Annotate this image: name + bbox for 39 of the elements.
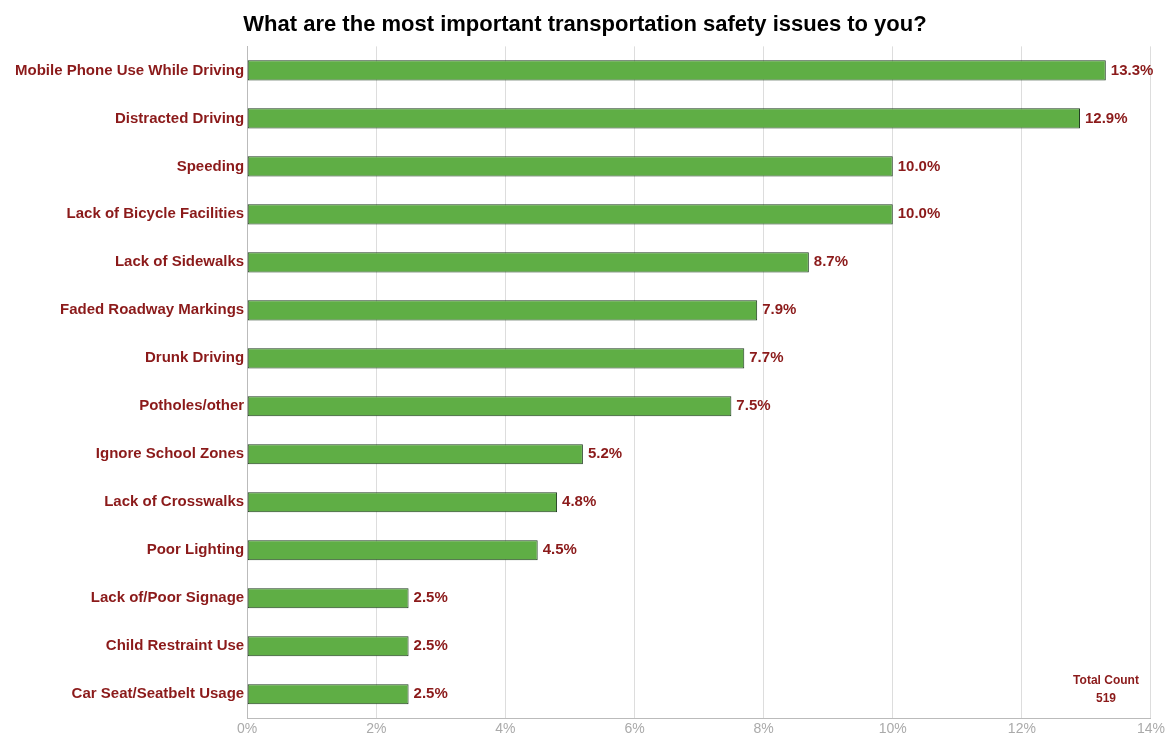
data-label: 12.9% <box>1084 108 1128 126</box>
x-tick-label: 12% <box>1007 720 1036 737</box>
data-label: 7.9% <box>762 300 797 318</box>
y-tick-label: Poor Lighting <box>146 540 245 558</box>
data-label: 4.5% <box>542 540 577 558</box>
annotation: Total Count <box>1073 672 1139 687</box>
x-tick-label: 14% <box>1136 720 1166 737</box>
data-label: 7.5% <box>736 396 771 414</box>
data-label: 2.5% <box>413 588 448 606</box>
y-tick-label: Drunk Driving <box>145 348 245 366</box>
x-tick-label: 4% <box>495 720 516 737</box>
data-label: 7.7% <box>749 348 784 366</box>
y-tick-label: Car Seat/Seatbelt Usage <box>71 684 245 702</box>
x-tick-label: 10% <box>878 720 907 737</box>
y-tick-label: Faded Roadway Markings <box>59 300 245 318</box>
y-tick-label: Lack of Bicycle Facilities <box>66 204 245 222</box>
chart-title: What are the most important transportation safety issues to you? <box>243 11 927 37</box>
data-label: 10.0% <box>897 204 941 222</box>
data-label: 2.5% <box>413 636 448 654</box>
y-tick-label: Distracted Driving <box>114 108 245 126</box>
data-label: 4.8% <box>562 492 597 510</box>
annotation: 519 <box>1095 690 1117 705</box>
x-tick-label: 0% <box>237 720 258 737</box>
y-tick-label: Lack of Crosswalks <box>104 492 245 510</box>
y-tick-label: Speeding <box>176 156 245 174</box>
y-tick-label: Lack of Sidewalks <box>114 252 245 270</box>
y-tick-label: Lack of/Poor Signage <box>90 588 245 606</box>
x-tick-label: 6% <box>624 720 645 737</box>
data-label: 8.7% <box>813 252 849 270</box>
y-tick-label: Child Restraint Use <box>105 636 245 654</box>
y-tick-label: Potholes/other <box>139 396 245 414</box>
data-label: 2.5% <box>413 684 448 702</box>
y-tick-label: Mobile Phone Use While Driving <box>14 60 245 78</box>
x-tick-label: 8% <box>753 720 774 737</box>
x-tick-label: 2% <box>366 720 387 737</box>
data-label: 5.2% <box>587 444 623 462</box>
data-label: 10.0% <box>897 156 941 174</box>
y-tick-label: Ignore School Zones <box>95 444 245 462</box>
data-label: 13.3% <box>1110 60 1154 78</box>
